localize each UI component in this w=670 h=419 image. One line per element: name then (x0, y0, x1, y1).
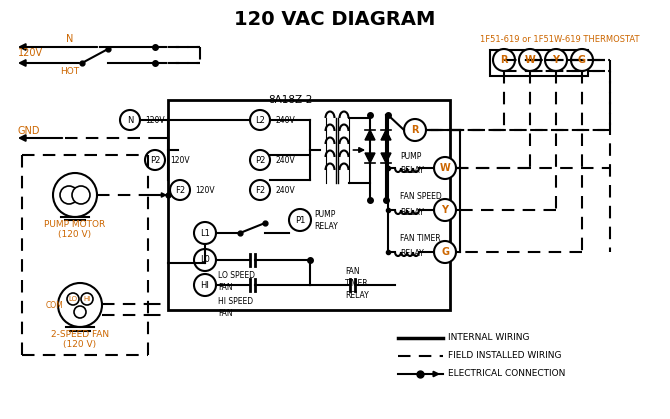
Text: Y: Y (442, 205, 448, 215)
Text: 240V: 240V (275, 116, 295, 124)
Circle shape (434, 241, 456, 263)
Text: 120V: 120V (145, 116, 165, 124)
Text: P2: P2 (150, 155, 160, 165)
Text: L1: L1 (200, 228, 210, 238)
Circle shape (545, 49, 567, 71)
Text: RELAY: RELAY (314, 222, 338, 230)
Text: RELAY: RELAY (400, 249, 423, 259)
Text: L0: L0 (200, 256, 210, 264)
Text: FAN: FAN (345, 266, 360, 276)
Text: 2-SPEED FAN
(120 V): 2-SPEED FAN (120 V) (51, 330, 109, 349)
Text: F2: F2 (255, 186, 265, 194)
Text: R: R (500, 55, 508, 65)
Text: HOT: HOT (60, 67, 80, 75)
Circle shape (81, 293, 93, 305)
Text: W: W (525, 55, 535, 65)
Text: FIELD INSTALLED WIRING: FIELD INSTALLED WIRING (448, 352, 561, 360)
Circle shape (434, 199, 456, 221)
Text: N: N (127, 116, 133, 124)
Text: P2: P2 (255, 155, 265, 165)
Circle shape (74, 306, 86, 318)
Circle shape (571, 49, 593, 71)
Text: HI: HI (200, 280, 210, 290)
Text: HI SPEED: HI SPEED (218, 297, 253, 305)
Text: 120V: 120V (195, 186, 214, 194)
Text: 120 VAC DIAGRAM: 120 VAC DIAGRAM (234, 10, 436, 29)
Circle shape (53, 173, 97, 217)
Text: N: N (66, 34, 74, 44)
Circle shape (289, 209, 311, 231)
Text: Y: Y (553, 55, 559, 65)
Polygon shape (365, 130, 375, 140)
Circle shape (519, 49, 541, 71)
Circle shape (72, 186, 90, 204)
Text: LO: LO (68, 296, 78, 302)
Text: PUMP MOTOR
(120 V): PUMP MOTOR (120 V) (44, 220, 106, 239)
Text: 240V: 240V (275, 186, 295, 194)
Text: L2: L2 (255, 116, 265, 124)
Text: LO SPEED: LO SPEED (218, 272, 255, 280)
Text: F2: F2 (175, 186, 185, 194)
Text: PUMP: PUMP (400, 152, 421, 160)
Circle shape (194, 274, 216, 296)
Text: FAN SPEED: FAN SPEED (400, 191, 442, 201)
Text: W: W (440, 163, 450, 173)
Circle shape (250, 110, 270, 130)
Circle shape (493, 49, 515, 71)
Text: 240V: 240V (275, 155, 295, 165)
Text: G: G (578, 55, 586, 65)
Circle shape (404, 119, 426, 141)
Text: G: G (441, 247, 449, 257)
Circle shape (120, 110, 140, 130)
Text: 1F51-619 or 1F51W-619 THERMOSTAT: 1F51-619 or 1F51W-619 THERMOSTAT (480, 35, 640, 44)
Text: COM: COM (46, 300, 64, 310)
FancyBboxPatch shape (490, 50, 588, 76)
Text: GND: GND (18, 126, 40, 136)
Text: RELAY: RELAY (400, 166, 423, 174)
Polygon shape (365, 153, 375, 163)
Circle shape (250, 180, 270, 200)
Circle shape (67, 293, 79, 305)
Circle shape (145, 150, 165, 170)
Text: TIMER: TIMER (345, 279, 369, 287)
Text: HI: HI (83, 296, 90, 302)
Text: RELAY: RELAY (345, 290, 369, 300)
Circle shape (250, 150, 270, 170)
Circle shape (170, 180, 190, 200)
Circle shape (434, 157, 456, 179)
Bar (168, 100, 450, 310)
Polygon shape (381, 153, 391, 163)
Text: 120V: 120V (170, 155, 190, 165)
Polygon shape (381, 130, 391, 140)
Text: 120V: 120V (18, 48, 43, 58)
Text: FAN: FAN (218, 284, 232, 292)
Text: FAN TIMER: FAN TIMER (400, 233, 441, 243)
Circle shape (194, 222, 216, 244)
Text: RELAY: RELAY (400, 207, 423, 217)
Circle shape (58, 283, 102, 327)
Text: PUMP: PUMP (314, 210, 336, 218)
Text: INTERNAL WIRING: INTERNAL WIRING (448, 334, 529, 342)
Text: 8A18Z-2: 8A18Z-2 (268, 95, 312, 105)
Text: FAN: FAN (218, 308, 232, 318)
Circle shape (60, 186, 78, 204)
Text: ELECTRICAL CONNECTION: ELECTRICAL CONNECTION (448, 370, 565, 378)
Circle shape (194, 249, 216, 271)
Text: P1: P1 (295, 215, 306, 225)
Text: R: R (411, 125, 419, 135)
